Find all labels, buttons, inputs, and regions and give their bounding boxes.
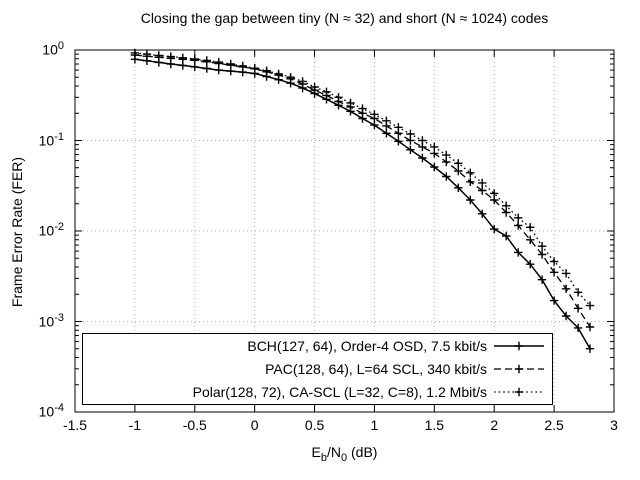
chart-title: Closing the gap between tiny (N ≈ 32) an… <box>140 10 549 26</box>
legend-entry-polar: Polar(128, 72), CA-SCL (L=32, C=8), 1.2 … <box>83 380 552 403</box>
x-tick-label: 2 <box>490 417 499 433</box>
legend-line-sample-solid <box>494 341 544 350</box>
x-axis-label: Eb/N0 (dB) <box>311 444 378 464</box>
x-tick-label: 1 <box>370 417 379 433</box>
x-tick-label: 0.5 <box>304 417 325 433</box>
legend-label-bch: BCH(127, 64), Order-4 OSD, 7.5 kbit/s <box>247 337 487 354</box>
legend-entry-pac: PAC(128, 64), L=64 SCL, 340 kbit/s <box>83 357 552 380</box>
x-tick-label: 2.5 <box>544 417 564 433</box>
x-tick-label: 3 <box>610 417 618 433</box>
y-tick-label: 10-4 <box>38 402 64 420</box>
y-tick-label: 10-1 <box>38 130 64 149</box>
legend: BCH(127, 64), Order-4 OSD, 7.5 kbit/s PA… <box>82 333 553 405</box>
x-tick-label: 1.5 <box>424 417 445 433</box>
y-tick-label: 100 <box>42 40 64 58</box>
x-tick-label: -1.5 <box>62 417 88 433</box>
y-tick-label: 10-3 <box>38 311 64 330</box>
legend-line-sample-dotted <box>494 387 544 396</box>
x-tick-label: -0.5 <box>182 417 207 433</box>
legend-label-polar: Polar(128, 72), CA-SCL (L=32, C=8), 1.2 … <box>192 383 487 400</box>
legend-label-pac: PAC(128, 64), L=64 SCL, 340 kbit/s <box>265 360 487 377</box>
x-tick-label: -1 <box>128 417 142 433</box>
x-tick-label: 0 <box>250 417 259 433</box>
legend-entry-bch: BCH(127, 64), Order-4 OSD, 7.5 kbit/s <box>83 334 552 357</box>
y-tick-label: 10-2 <box>38 221 64 239</box>
legend-line-sample-dashed <box>494 364 544 373</box>
